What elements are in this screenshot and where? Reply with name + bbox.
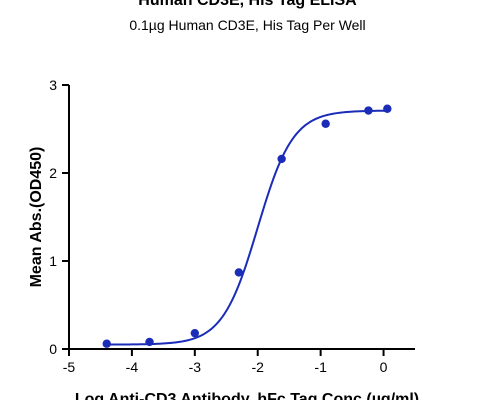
data-point — [190, 328, 200, 338]
y-axis-title: Mean Abs.(OD450) — [28, 147, 45, 288]
x-tick-label: -3 — [189, 359, 202, 375]
data-points — [102, 104, 392, 348]
data-point — [321, 119, 330, 128]
y-tick-label: 0 — [49, 341, 57, 357]
data-point — [277, 154, 286, 164]
x-tick-label: -2 — [252, 359, 265, 375]
data-point — [234, 268, 244, 277]
axes: -5 -4 -3 -2 -1 0 0 1 2 3 — [49, 77, 415, 375]
y-tick-label: 3 — [49, 77, 57, 93]
fit-curve — [106, 109, 388, 346]
y-tick-label: 2 — [49, 165, 57, 181]
x-axis-title: Log Anti-CD3 Antibody, hFc Tag Conc.(µg/… — [75, 391, 419, 400]
x-tick-label: 0 — [380, 359, 388, 375]
x-tick-label: -5 — [63, 359, 76, 375]
data-point — [364, 106, 373, 115]
x-tick-label: -1 — [314, 359, 327, 375]
y-tick-label: 1 — [49, 253, 57, 269]
chart-title: Human CD3E, His Tag ELISA — [138, 0, 357, 9]
x-tick-label: -4 — [126, 359, 139, 375]
data-point — [102, 339, 111, 348]
data-point — [145, 337, 154, 347]
data-point — [383, 104, 392, 113]
chart-subtitle: 0.1µg Human CD3E, His Tag Per Well — [129, 17, 366, 33]
